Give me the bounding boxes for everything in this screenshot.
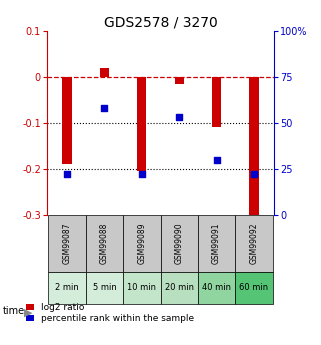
Text: GSM99092: GSM99092 bbox=[249, 223, 258, 264]
Bar bbox=[62, 77, 72, 164]
Text: 40 min: 40 min bbox=[202, 283, 231, 292]
Bar bbox=[86, 272, 123, 304]
Text: 20 min: 20 min bbox=[165, 283, 194, 292]
Bar bbox=[235, 215, 273, 272]
Text: 60 min: 60 min bbox=[239, 283, 268, 292]
Point bbox=[65, 171, 70, 177]
Bar bbox=[123, 272, 160, 304]
Text: GSM99090: GSM99090 bbox=[175, 223, 184, 264]
Legend: log2 ratio, percentile rank within the sample: log2 ratio, percentile rank within the s… bbox=[26, 303, 195, 323]
Point bbox=[214, 157, 219, 162]
Text: ▶: ▶ bbox=[24, 307, 32, 317]
Point bbox=[102, 106, 107, 111]
Text: 2 min: 2 min bbox=[55, 283, 79, 292]
Bar bbox=[123, 215, 160, 272]
Text: 5 min: 5 min bbox=[92, 283, 116, 292]
Bar bbox=[198, 215, 235, 272]
Point bbox=[177, 115, 182, 120]
Bar bbox=[175, 77, 184, 84]
Point bbox=[139, 171, 144, 177]
Bar bbox=[137, 77, 146, 171]
Bar bbox=[198, 272, 235, 304]
Bar bbox=[249, 77, 259, 217]
Bar bbox=[100, 68, 109, 77]
Text: GSM99089: GSM99089 bbox=[137, 223, 146, 264]
Text: time: time bbox=[3, 306, 25, 316]
Text: 10 min: 10 min bbox=[127, 283, 156, 292]
Bar bbox=[48, 215, 86, 272]
Bar bbox=[160, 215, 198, 272]
Bar bbox=[48, 272, 86, 304]
Text: GSM99087: GSM99087 bbox=[63, 223, 72, 264]
Text: GSM99088: GSM99088 bbox=[100, 223, 109, 264]
Point bbox=[251, 171, 256, 177]
Bar bbox=[160, 272, 198, 304]
Title: GDS2578 / 3270: GDS2578 / 3270 bbox=[104, 16, 217, 30]
Text: GSM99091: GSM99091 bbox=[212, 223, 221, 264]
Bar bbox=[86, 215, 123, 272]
Bar bbox=[235, 272, 273, 304]
Bar bbox=[212, 77, 221, 127]
